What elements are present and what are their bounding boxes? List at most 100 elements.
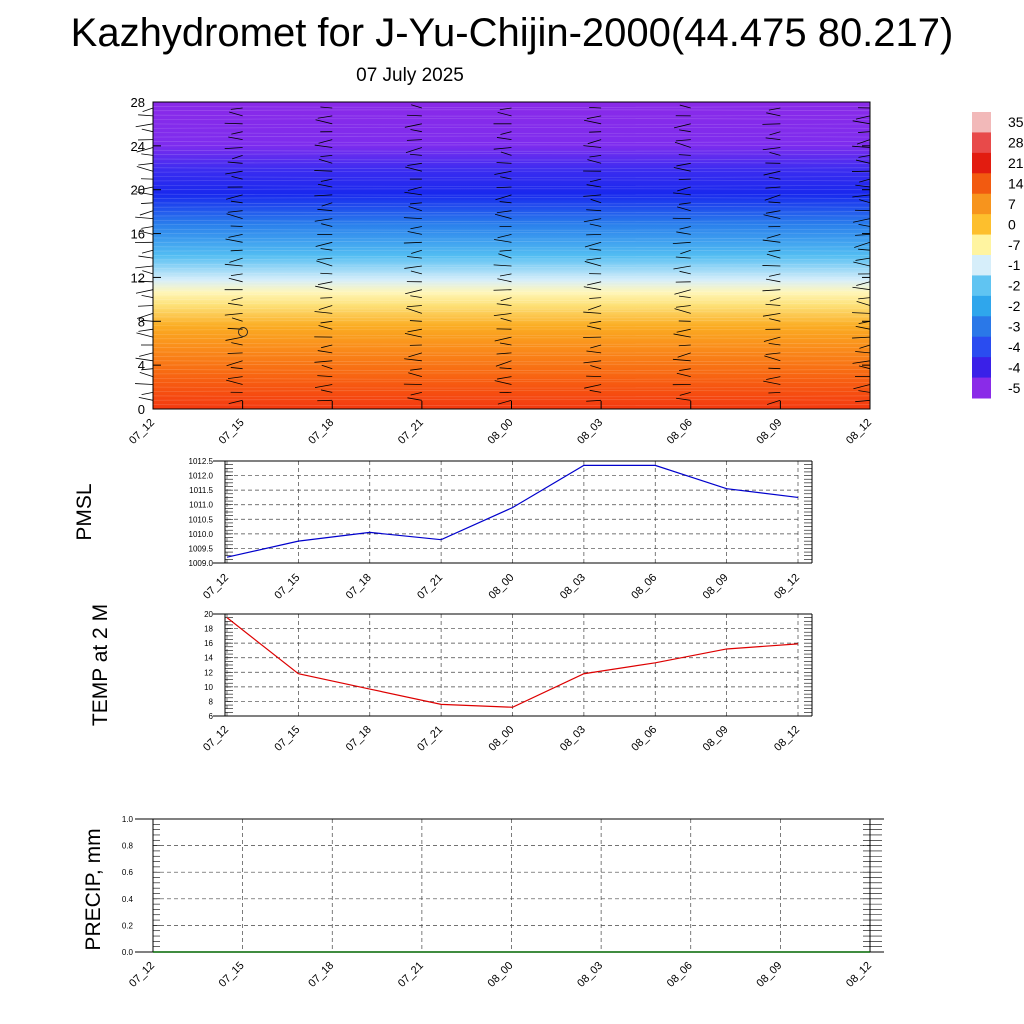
contour-line	[152, 109, 871, 112]
colorbar-swatch	[972, 152, 991, 174]
wind-barb	[225, 336, 243, 341]
wind-barb	[495, 194, 512, 201]
wind-barb	[409, 202, 422, 205]
wind-barb	[135, 123, 154, 128]
wind-barb	[493, 264, 512, 267]
wind-barb	[672, 241, 691, 245]
wind-barb	[231, 317, 243, 322]
wind-barb	[673, 167, 691, 172]
contour-line	[152, 372, 871, 375]
wind-barb	[769, 273, 781, 277]
wind-barb	[404, 265, 422, 269]
y-tick-label: 4	[138, 358, 145, 373]
wind-barb	[856, 301, 871, 306]
y-axis-label: PMSL	[73, 483, 96, 540]
contour-line	[152, 398, 871, 401]
x-tick-label: 07_18	[306, 417, 336, 447]
wind-barb	[852, 194, 871, 198]
wind-barb	[763, 380, 781, 385]
wind-barb	[675, 305, 691, 308]
contour-line	[152, 118, 871, 120]
wind-barb	[229, 111, 243, 117]
wind-barb	[859, 178, 871, 183]
contour-line	[152, 355, 871, 357]
y-tick-label: 1010.0	[189, 530, 214, 539]
wind-barb	[583, 360, 602, 364]
wind-barb	[765, 303, 781, 306]
wind-barb	[856, 281, 871, 286]
wind-barb	[320, 320, 333, 324]
wind-barb	[855, 234, 871, 236]
colorbar-swatch	[972, 112, 991, 133]
y-tick-label: 0	[138, 402, 145, 417]
x-tick-label: 08_06	[665, 417, 695, 447]
wind-barb	[587, 281, 602, 286]
x-tick-label: 08_03	[558, 572, 588, 602]
wind-barb	[314, 311, 333, 314]
contour-line	[152, 319, 871, 322]
colorbar-label: -3	[1008, 319, 1021, 335]
contour-line	[152, 170, 871, 173]
wind-barb	[855, 326, 871, 330]
heatmap-field	[153, 102, 870, 409]
wind-barb	[856, 139, 871, 145]
wind-barb	[852, 312, 871, 314]
contour-line	[152, 202, 871, 205]
wind-barb	[139, 371, 154, 377]
wind-barb	[762, 123, 781, 125]
wind-barb	[498, 253, 512, 259]
wind-barb	[583, 145, 602, 148]
x-tick-label: 08_00	[487, 724, 517, 754]
x-tick-label: 07_12	[127, 417, 157, 447]
y-tick-label: 12	[131, 270, 145, 285]
wind-barb	[410, 295, 422, 298]
wind-barb	[141, 202, 154, 204]
contour-line	[152, 299, 871, 301]
wind-barb	[315, 241, 333, 247]
wind-barb	[855, 159, 871, 164]
wind-barb	[679, 270, 691, 275]
wind-barb	[405, 289, 422, 295]
wind-barb	[230, 225, 243, 227]
contour-line	[152, 223, 871, 226]
wind-barb	[497, 376, 512, 380]
wind-barb	[225, 170, 243, 175]
wind-barb	[141, 153, 154, 156]
x-tick-label: 08_06	[665, 960, 695, 990]
wind-barb	[408, 372, 422, 377]
colorbar-swatch	[972, 173, 991, 195]
wind-barb	[314, 170, 333, 172]
wind-barb	[762, 147, 781, 151]
wind-barb	[765, 210, 781, 214]
colorbar-label: -7	[1008, 237, 1021, 253]
contour-line	[152, 342, 871, 345]
wind-barb	[584, 384, 602, 389]
wind-barb	[674, 308, 691, 314]
wind-barb	[403, 217, 422, 219]
colorbar-label: 7	[1008, 196, 1016, 212]
colorbar-label: -2	[1008, 278, 1021, 294]
wind-barb	[500, 317, 512, 322]
y-axis-label: PRECIP, mm	[82, 828, 105, 950]
contour-line	[152, 158, 871, 161]
wind-barb	[675, 256, 691, 259]
contour-line	[152, 132, 871, 135]
x-tick-label: 07_18	[306, 960, 336, 990]
wind-barb-column	[134, 107, 154, 401]
wind-barb-column	[762, 107, 781, 405]
wind-barb	[321, 223, 333, 227]
wind-barb	[318, 139, 333, 144]
contour-line	[152, 106, 871, 108]
wind-barb	[135, 191, 154, 196]
wind-barb	[410, 270, 422, 275]
wind-barb	[674, 289, 691, 295]
wind-barb	[766, 112, 781, 117]
x-tick-label: 07_15	[272, 724, 302, 754]
y-tick-label: 0.6	[122, 868, 134, 877]
contour-line	[152, 311, 871, 313]
wind-barb	[675, 139, 691, 142]
contour-line	[152, 281, 871, 284]
colorbar-swatch	[972, 336, 991, 358]
contour-line	[152, 337, 871, 340]
wind-barb	[768, 176, 781, 180]
